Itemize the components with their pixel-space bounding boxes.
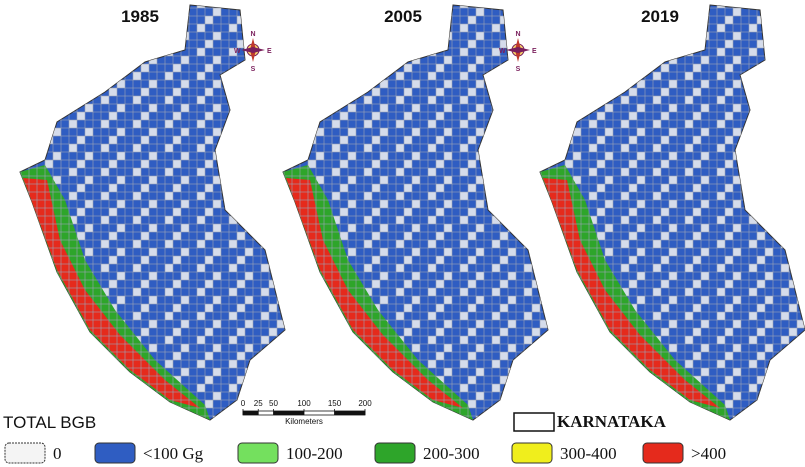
compass-s: S: [251, 66, 256, 73]
legend-swatch: [642, 442, 684, 464]
map-shape: [282, 4, 549, 421]
map-shape: [539, 4, 805, 421]
compass: N S E W: [499, 31, 537, 73]
compass-e: E: [532, 48, 537, 55]
legend-label: >400: [691, 444, 726, 463]
boundary-swatch: [513, 412, 555, 432]
legend-swatch: [374, 442, 416, 464]
scale-label: 100: [297, 399, 311, 408]
compass-e: E: [267, 48, 272, 55]
legend-swatch: [4, 442, 46, 464]
legend-swatch: [511, 442, 553, 464]
scale-label: 25: [254, 399, 263, 408]
compass-n: N: [515, 31, 520, 38]
legend-title: TOTAL BGB: [3, 413, 96, 432]
map-title: 2005: [384, 7, 422, 26]
legend-label: 0: [53, 444, 62, 463]
compass-w: W: [499, 48, 506, 55]
scale-unit: Kilometers: [285, 417, 323, 426]
overlay: 1985 2005 2019 N S E W N S E W 0 25 50 100 150 200 Kilome…: [3, 7, 726, 464]
scale-segment: [334, 411, 365, 415]
compass-w: W: [234, 48, 241, 55]
scale-segment: [273, 411, 304, 415]
maps: [19, 4, 805, 421]
scale-label: 0: [241, 399, 246, 408]
legend-swatch: [94, 442, 136, 464]
legend-label: 300-400: [560, 444, 617, 463]
compass-s: S: [516, 66, 521, 73]
map-shape: [19, 4, 286, 421]
scale-label: 150: [328, 399, 342, 408]
map-title: 2019: [641, 7, 679, 26]
legend-swatch: [237, 442, 279, 464]
compass-n: N: [250, 31, 255, 38]
legend-label: 100-200: [286, 444, 343, 463]
state-map: [19, 4, 286, 421]
legend-label: 200-300: [423, 444, 480, 463]
boundary-label: KARNATAKA: [557, 412, 667, 431]
state-map: [282, 4, 549, 421]
scale-label: 50: [269, 399, 278, 408]
scale-segment: [243, 411, 259, 415]
scale-label: 200: [358, 399, 372, 408]
state-map: [539, 4, 805, 421]
legend-label: <100 Gg: [143, 444, 204, 463]
compass-rose: [505, 37, 531, 63]
map-title: 1985: [121, 7, 159, 26]
compass: N S E W: [234, 31, 272, 73]
